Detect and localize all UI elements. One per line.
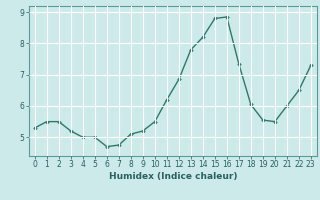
X-axis label: Humidex (Indice chaleur): Humidex (Indice chaleur) bbox=[108, 172, 237, 181]
